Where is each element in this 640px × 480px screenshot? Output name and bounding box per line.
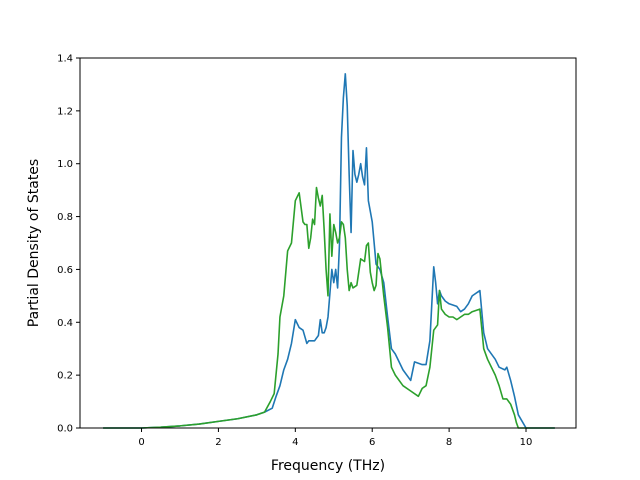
- x-tick-label: 4: [292, 437, 298, 448]
- y-tick-label: 0.6: [57, 265, 73, 276]
- x-tick-label: 2: [215, 437, 221, 448]
- x-tick-label: 6: [369, 437, 375, 448]
- x-axis: 0 2 4 6 8 10: [138, 428, 532, 448]
- series-line-2: [103, 186, 555, 429]
- x-tick-label: 10: [520, 437, 533, 448]
- series-layer: [103, 73, 555, 429]
- y-tick-label: 0.4: [57, 318, 73, 329]
- y-tick-label: 1.2: [57, 106, 73, 117]
- series-line-1: [103, 73, 555, 429]
- y-tick-label: 0.8: [57, 212, 73, 223]
- y-tick-label: 0.0: [57, 424, 73, 435]
- y-tick-label: 1.0: [57, 159, 73, 170]
- plot-area: [80, 58, 576, 428]
- x-axis-label: Frequency (THz): [271, 458, 385, 474]
- y-axis-label: Partial Density of States: [26, 159, 42, 327]
- y-axis: 0.0 0.2 0.4 0.6 0.8 1.0 1.2 1.4: [57, 54, 80, 435]
- x-tick-label: 0: [138, 437, 144, 448]
- y-tick-label: 1.4: [57, 54, 73, 65]
- plot-frame: [79, 57, 577, 429]
- y-tick-label: 0.2: [57, 371, 73, 382]
- x-tick-label: 8: [446, 437, 452, 448]
